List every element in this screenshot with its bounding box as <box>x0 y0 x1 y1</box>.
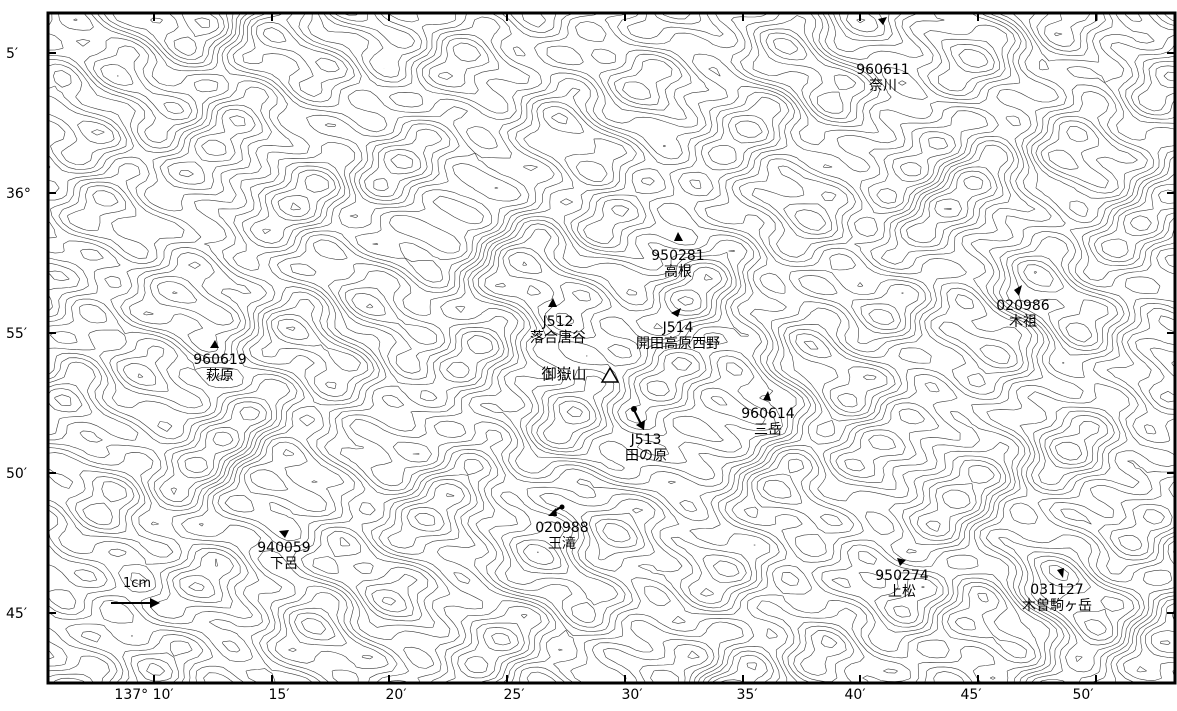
station-code: 020988 <box>535 520 589 536</box>
station-code: J512 <box>542 314 574 330</box>
station-name: 木曽駒ヶ岳 <box>1022 598 1092 614</box>
station-label[interactable]: 940059 下呂 <box>257 540 310 572</box>
station-code: 020986 <box>996 298 1050 314</box>
triangle-icon <box>600 366 620 383</box>
lon-tick: 40′ <box>844 687 866 703</box>
station-label[interactable]: 020988 王滝 <box>535 520 588 552</box>
station-label[interactable]: J514 開田高原西野 <box>636 320 720 352</box>
station-label[interactable]: 960614 三岳 <box>741 406 794 438</box>
lon-tick: 35′ <box>736 687 758 703</box>
station-code: 940059 <box>257 540 311 556</box>
lon-tick: 25′ <box>503 687 525 703</box>
station-label[interactable]: 950281 高根 <box>651 248 704 280</box>
axis-ticks <box>48 13 1175 683</box>
lat-tick: 55′ <box>6 326 27 342</box>
station-name: 落合唐谷 <box>530 330 586 346</box>
lon-tick: 45′ <box>960 687 982 703</box>
lat-tick: 50′ <box>6 466 27 482</box>
lon-tick: 15′ <box>268 687 290 703</box>
station-name: 開田高原西野 <box>636 336 720 352</box>
contour-lines <box>49 14 1174 682</box>
station-marker[interactable] <box>674 232 683 241</box>
station-name: 奈川 <box>868 78 897 94</box>
station-marker[interactable] <box>763 391 771 401</box>
station-code: 960619 <box>193 352 247 368</box>
map-frame <box>46 11 1177 685</box>
station-label[interactable]: 020986 木祖 <box>996 298 1049 330</box>
station-marker[interactable] <box>631 406 645 430</box>
lat-tick: 5′ <box>6 46 19 62</box>
station-name: 三岳 <box>753 422 782 438</box>
lon-tick: 50′ <box>1072 687 1094 703</box>
station-code: 960614 <box>741 406 795 422</box>
station-marker[interactable] <box>878 17 887 25</box>
lon-tick: 30′ <box>621 687 643 703</box>
station-name: 萩原 <box>205 368 234 384</box>
scale-arrow-icon <box>111 598 160 608</box>
station-marker[interactable] <box>548 504 565 517</box>
station-marker[interactable] <box>210 340 219 348</box>
station-marker[interactable] <box>1057 568 1064 578</box>
lon-tick: 137° 10′ <box>114 687 174 703</box>
station-code: 950274 <box>875 568 929 584</box>
station-marker[interactable] <box>671 308 681 317</box>
station-marker[interactable] <box>279 530 289 538</box>
station-name: 田の原 <box>625 448 667 464</box>
station-label[interactable]: J512 落合唐谷 <box>530 314 586 346</box>
station-label[interactable]: 031127 木曽駒ヶ岳 <box>1022 582 1092 614</box>
summit-label: 御嶽山 <box>541 365 587 383</box>
station-marker[interactable] <box>548 298 557 307</box>
station-marker[interactable] <box>897 558 906 566</box>
contour-path <box>49 14 1174 682</box>
scale-label: 1cm <box>122 576 152 591</box>
station-label[interactable]: 960611 奈川 <box>856 62 909 94</box>
station-code: 950281 <box>651 248 705 264</box>
station-marker[interactable] <box>1014 285 1022 296</box>
lon-tick: 20′ <box>385 687 407 703</box>
station-label[interactable]: 960619 萩原 <box>193 352 246 384</box>
station-name: 王滝 <box>547 536 576 552</box>
station-label[interactable]: 950274 上松 <box>875 568 928 600</box>
station-code: 960611 <box>856 62 910 78</box>
station-name: 高根 <box>663 264 692 280</box>
station-name: 木祖 <box>1008 314 1037 330</box>
station-name: 上松 <box>887 584 916 600</box>
station-code: J514 <box>662 320 694 336</box>
lat-tick: 36° <box>6 186 31 202</box>
station-name: 下呂 <box>269 556 298 572</box>
station-code: 031127 <box>1030 582 1084 598</box>
station-code: J513 <box>630 432 662 448</box>
station-label[interactable]: J513 田の原 <box>625 432 667 464</box>
lat-tick: 45′ <box>6 606 27 622</box>
